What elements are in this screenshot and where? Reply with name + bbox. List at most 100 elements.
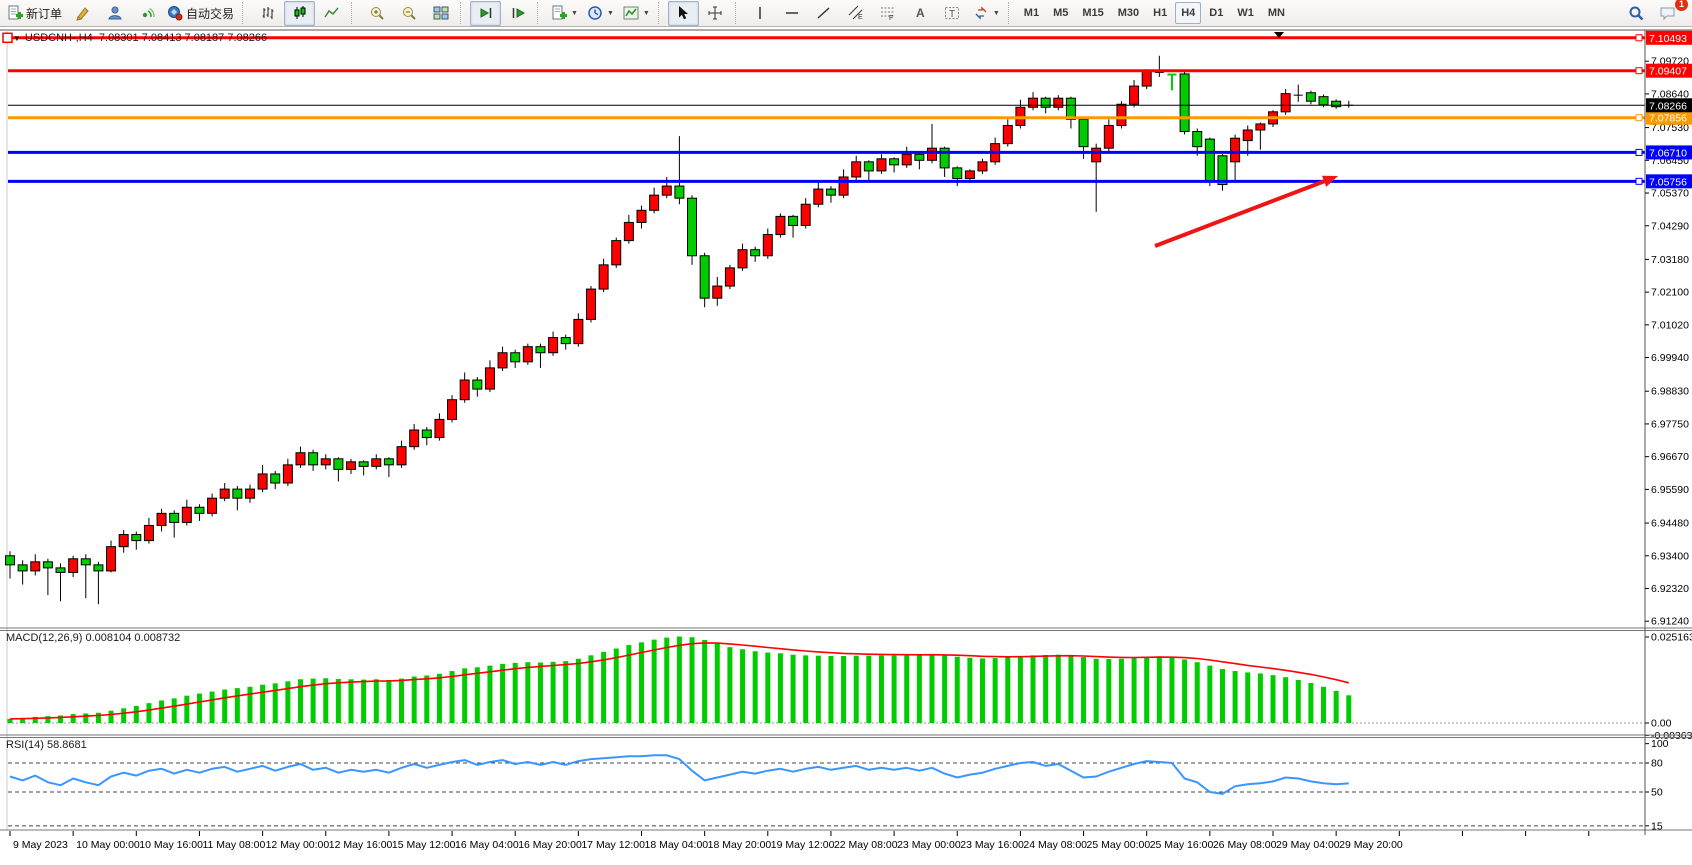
time-axis-label[interactable]: 16 May 04:00	[455, 839, 519, 851]
timeframe-button-mn[interactable]: MN	[1267, 7, 1285, 19]
new-order-button[interactable]: 新订单	[3, 1, 66, 26]
vertical-line-button[interactable]	[745, 1, 776, 26]
arrows-button[interactable]: ▼	[969, 1, 1004, 26]
time-axis-label[interactable]: 26 May 08:00	[1213, 839, 1277, 851]
macd-histogram-bar	[1283, 677, 1289, 723]
time-axis-label[interactable]: 10 May 00:00	[76, 839, 140, 851]
tile-windows-button[interactable]	[425, 1, 456, 26]
crosshair-button[interactable]	[700, 1, 731, 26]
time-axis-label[interactable]: 22 May 08:00	[834, 839, 898, 851]
line-handle[interactable]	[1635, 67, 1643, 75]
price-badge	[1646, 63, 1692, 78]
annotation-arrow[interactable]	[1154, 177, 1330, 248]
channel-icon: E	[848, 5, 863, 21]
time-axis-label[interactable]: 16 May 20:00	[518, 839, 582, 851]
zoom-in-button[interactable]	[361, 1, 392, 26]
candle-body	[687, 197, 698, 257]
search-button[interactable]	[1621, 1, 1652, 26]
candle-body	[181, 506, 192, 523]
timeframe-button-d1[interactable]: D1	[1209, 7, 1224, 19]
zoom-out-button[interactable]	[393, 1, 424, 26]
candle-body	[1242, 129, 1253, 142]
timeframe-button-m30[interactable]: M30	[1117, 7, 1140, 19]
candle-body	[1053, 97, 1064, 108]
time-axis-label[interactable]: 17 May 12:00	[581, 839, 645, 851]
macd-histogram-bar	[1346, 695, 1352, 723]
line-handle[interactable]	[1635, 34, 1643, 42]
time-axis-label[interactable]: 23 May 00:00	[897, 839, 961, 851]
macd-histogram-bar	[272, 683, 278, 723]
price-badge-label: 7.07856	[1649, 113, 1687, 125]
timeframe-button-m15[interactable]: M15	[1082, 7, 1104, 19]
candle-body	[484, 367, 495, 390]
time-axis-label[interactable]: 18 May 04:00	[645, 839, 709, 851]
candle-body	[131, 534, 142, 542]
candle-body	[1179, 73, 1190, 133]
candle-body	[1217, 155, 1228, 186]
time-axis-label[interactable]: 10 May 16:00	[139, 839, 203, 851]
bar-chart-button[interactable]	[252, 1, 283, 26]
line-handle[interactable]	[1635, 148, 1643, 156]
time-axis-label[interactable]: 25 May 16:00	[1150, 839, 1214, 851]
chart-shift-button[interactable]	[502, 1, 533, 26]
timeframe-button-h4[interactable]: H4	[1175, 2, 1202, 24]
time-axis-label[interactable]: 29 May 04:00	[1276, 839, 1340, 851]
time-axis-label[interactable]: 23 May 16:00	[960, 839, 1024, 851]
cursor-button[interactable]	[667, 0, 699, 26]
price-axis-label: 7.08640	[1651, 88, 1689, 100]
candlestick-chart-button[interactable]	[284, 0, 316, 26]
price-axis-label: 6.93400	[1651, 550, 1689, 562]
time-axis-label[interactable]: 25 May 00:00	[1087, 839, 1151, 851]
line-handle[interactable]	[2, 32, 13, 44]
auto-trading-button[interactable]: 自动交易	[163, 1, 238, 26]
macd-histogram-bar	[904, 655, 910, 723]
time-axis-label[interactable]: 9 May 2023	[13, 839, 68, 851]
price-badge	[1646, 110, 1692, 125]
time-axis-label[interactable]: 12 May 00:00	[266, 839, 330, 851]
time-axis-label[interactable]: 11 May 08:00	[202, 839, 265, 851]
candle-body	[813, 188, 824, 205]
toolbar-right-group: 1	[1621, 0, 1688, 26]
line-chart-button[interactable]	[316, 1, 347, 26]
timeframe-button-w1[interactable]: W1	[1237, 7, 1254, 19]
crayon-button[interactable]	[67, 1, 98, 26]
time-axis-label[interactable]: 29 May 20:00	[1339, 839, 1403, 851]
macd-histogram-bar	[664, 637, 670, 723]
line-handle[interactable]	[1635, 114, 1643, 122]
chart-shift-marker[interactable]	[1274, 32, 1284, 38]
price-axis-label: 6.91240	[1651, 616, 1689, 628]
macd-histogram-bar	[70, 714, 76, 723]
line-handle[interactable]	[1635, 177, 1643, 185]
profile-button[interactable]	[99, 1, 130, 26]
time-axis-label[interactable]: 15 May 12:00	[392, 839, 456, 851]
text-icon: A	[916, 6, 925, 20]
macd-histogram-bar	[815, 655, 821, 723]
time-axis-label[interactable]: 18 May 20:00	[708, 839, 772, 851]
trendline-button[interactable]	[809, 1, 840, 26]
timeframe-button-m5[interactable]: M5	[1053, 7, 1069, 19]
macd-histogram-bar	[323, 678, 329, 723]
chat-button[interactable]: 1	[1652, 0, 1688, 26]
time-axis-label[interactable]: 24 May 08:00	[1023, 839, 1087, 851]
signal-button[interactable]	[131, 1, 162, 26]
time-axis-label[interactable]: 12 May 16:00	[329, 839, 393, 851]
candle-body	[207, 497, 218, 514]
text-button[interactable]: A	[905, 1, 936, 26]
timeframe-button-h1[interactable]: H1	[1153, 7, 1168, 19]
auto-scroll-button[interactable]	[470, 0, 502, 26]
text-label-button[interactable]: T	[937, 1, 968, 26]
annotation-arrow-head[interactable]	[1322, 175, 1338, 187]
indicators-button[interactable]: ▼	[547, 1, 582, 26]
time-axis-label[interactable]: 19 May 12:00	[771, 839, 835, 851]
timeframe-button-m1[interactable]: M1	[1023, 7, 1040, 19]
macd-axis-label: -0.003635	[1651, 730, 1692, 742]
templates-button[interactable]: ▼	[619, 1, 654, 26]
macd-histogram-bar	[563, 661, 569, 723]
channel-button[interactable]: E	[841, 1, 872, 26]
periods-button[interactable]: ▼	[583, 1, 618, 26]
fibonacci-button[interactable]: F	[873, 1, 904, 26]
horizontal-line-button[interactable]	[777, 1, 808, 26]
candle-body	[1129, 85, 1140, 105]
candle-body	[1116, 103, 1127, 126]
